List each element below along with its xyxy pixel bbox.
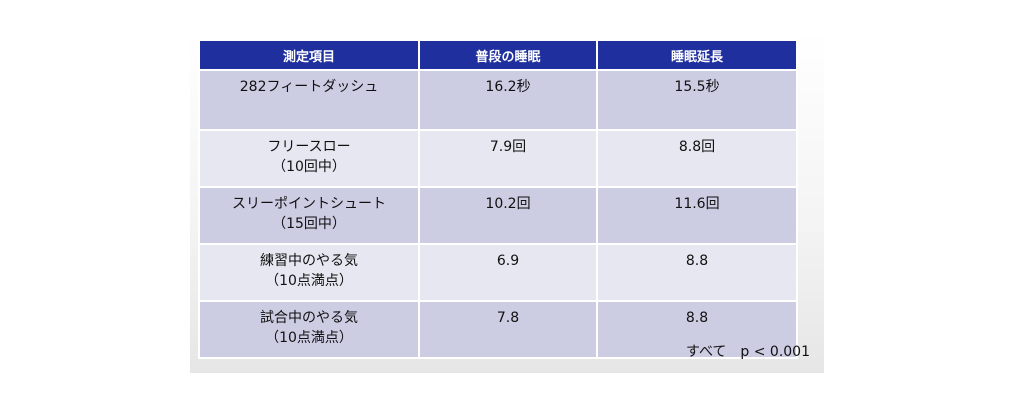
normal-sleep-value: 7.8: [418, 300, 598, 359]
table-row: スリーポイントシュート （15回中） 10.2回 11.6回: [198, 186, 798, 245]
extended-sleep-value: 15.5秒: [596, 69, 798, 131]
item-sublabel: （10点満点）: [265, 273, 353, 289]
header-normal-sleep: 普段の睡眠: [418, 39, 598, 71]
table-row: フリースロー （10回中） 7.9回 8.8回: [198, 129, 798, 188]
item-cell: 282フィートダッシュ: [198, 69, 420, 131]
item-label: スリーポイントシュート: [232, 196, 386, 212]
extended-sleep-value: 8.8回: [596, 129, 798, 188]
extended-sleep-value: 8.8: [596, 243, 798, 302]
header-measurement-item: 測定項目: [198, 39, 420, 71]
item-cell: 練習中のやる気 （10点満点）: [198, 243, 420, 302]
normal-sleep-value: 7.9回: [418, 129, 598, 188]
item-label: 試合中のやる気: [260, 310, 358, 326]
table-row: 試合中のやる気 （10点満点） 7.8 8.8: [198, 300, 798, 359]
slide-panel: 測定項目 普段の睡眠 睡眠延長 282フィートダッシュ 16.2秒 15.5秒 …: [190, 31, 824, 373]
item-cell: 試合中のやる気 （10点満点）: [198, 300, 420, 359]
table-header-row: 測定項目 普段の睡眠 睡眠延長: [198, 39, 798, 71]
item-cell: スリーポイントシュート （15回中）: [198, 186, 420, 245]
normal-sleep-value: 16.2秒: [418, 69, 598, 131]
item-sublabel: （15回中）: [272, 216, 346, 232]
item-label: 282フィートダッシュ: [239, 79, 379, 95]
table-row: 282フィートダッシュ 16.2秒 15.5秒: [198, 69, 798, 131]
normal-sleep-value: 6.9: [418, 243, 598, 302]
significance-note: すべて p < 0.001: [685, 344, 810, 360]
results-table: 測定項目 普段の睡眠 睡眠延長 282フィートダッシュ 16.2秒 15.5秒 …: [198, 39, 798, 359]
table-row: 練習中のやる気 （10点満点） 6.9 8.8: [198, 243, 798, 302]
extended-sleep-value: 11.6回: [596, 186, 798, 245]
item-cell: フリースロー （10回中）: [198, 129, 420, 188]
header-extended-sleep: 睡眠延長: [596, 39, 798, 71]
item-label: フリースロー: [267, 139, 351, 155]
item-label: 練習中のやる気: [260, 253, 358, 269]
item-sublabel: （10点満点）: [265, 330, 353, 346]
normal-sleep-value: 10.2回: [418, 186, 598, 245]
item-sublabel: （10回中）: [272, 159, 346, 175]
extended-sleep-value: 8.8: [596, 300, 798, 359]
